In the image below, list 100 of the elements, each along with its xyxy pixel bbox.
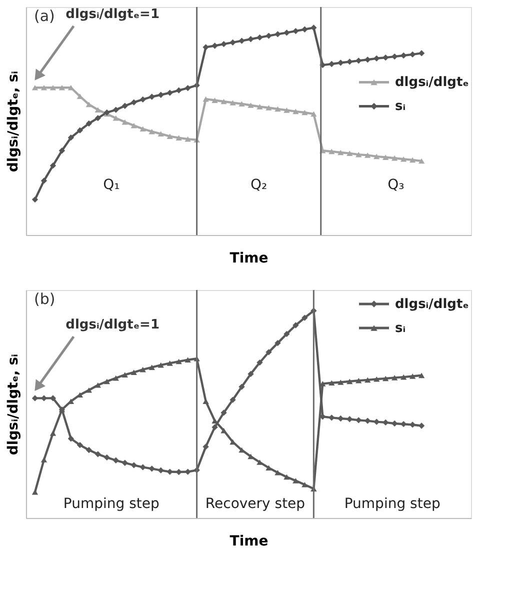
point [94,115,101,122]
point [86,120,92,127]
point [86,387,92,393]
point [148,94,155,100]
point [104,378,110,384]
point [400,374,407,380]
y-axis-title: dlgsᵢ/dlgtₑ, sᵢ [6,70,22,172]
point [418,50,425,56]
point [140,126,146,132]
point [68,134,74,141]
point [409,422,416,428]
annotation: Pumping step [344,496,440,512]
point [112,115,119,121]
point [112,457,119,464]
point [409,51,416,58]
point [184,136,191,142]
point [220,41,227,48]
point [392,155,398,161]
point [292,28,299,34]
point [68,436,74,442]
point [266,465,272,471]
point [382,376,389,382]
point [112,106,119,113]
point [40,457,48,462]
point [176,358,182,364]
annotation: Q₁ [103,176,120,193]
point [58,148,66,154]
point [418,422,425,429]
point [166,360,173,366]
point [284,474,290,480]
point [392,375,398,380]
point [220,410,227,416]
point [130,122,137,128]
point [284,330,290,338]
point [364,377,371,383]
point [266,105,272,110]
point [202,44,209,50]
point [140,464,146,470]
point [176,468,182,476]
point [166,90,173,96]
point [310,111,317,117]
point [122,460,128,466]
point [140,366,146,372]
point [238,101,245,106]
point [184,357,191,363]
x-axis-title: Time [230,534,268,550]
point [158,362,164,368]
legend-label: sᵢ [395,321,406,336]
point [148,128,155,134]
point [364,56,371,63]
point [176,87,182,94]
point [40,84,48,90]
point [220,428,227,434]
y-axis-title: dlgsᵢ/dlgtₑ, sᵢ [6,354,22,456]
point [364,152,371,158]
point [418,158,425,164]
point [238,384,245,390]
point [256,359,263,366]
point [266,349,272,356]
point [409,157,416,163]
point [86,102,92,108]
point [40,178,48,184]
point [148,364,155,370]
point [86,446,92,454]
annotation: Q₃ [388,176,404,193]
point [166,134,173,140]
point [356,378,362,384]
point [94,382,101,388]
point [230,396,236,403]
point [230,39,236,46]
legend-label: dlgsᵢ/dlgtₑ [395,75,469,90]
point [418,372,425,378]
point [328,380,335,386]
annotation: Pumping step [63,496,160,512]
point [302,482,308,488]
point [284,108,290,113]
point [130,370,137,375]
point [140,96,146,103]
point [382,154,389,160]
point [158,131,164,137]
point [112,375,119,381]
point [328,148,335,154]
annotation: Q₂ [250,176,268,193]
point [148,466,155,472]
point [122,119,128,125]
point [122,102,128,109]
point [374,376,380,382]
point [32,489,38,495]
point [50,84,56,90]
point [32,395,38,402]
point [202,96,209,102]
legend-label: dlgsᵢ/dlgtₑ [395,297,469,312]
point [328,60,335,68]
point [212,98,218,103]
point [382,54,389,61]
chart-title: (b) [34,290,56,308]
point [274,470,281,476]
point [266,32,272,39]
annotation: Recovery step [205,496,306,512]
point [50,430,56,436]
